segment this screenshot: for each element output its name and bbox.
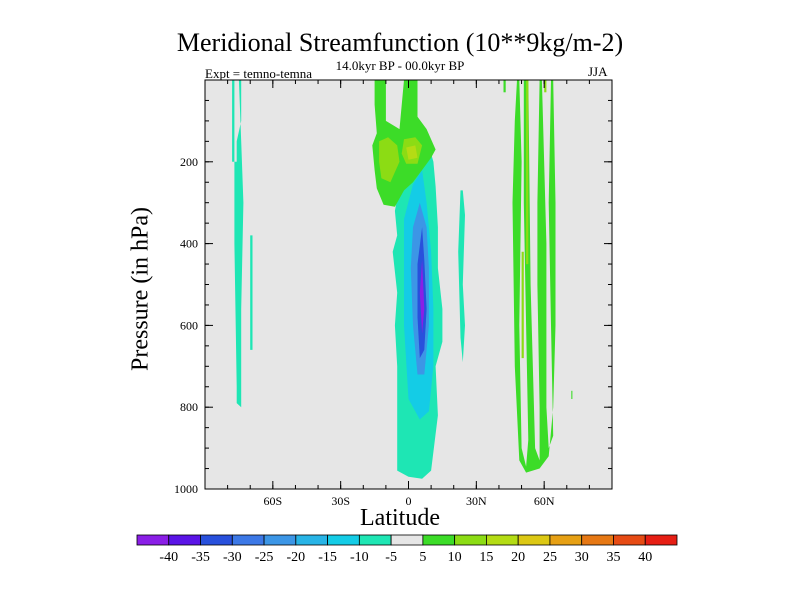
y-tick-label: 600 (180, 318, 198, 332)
y-tick-label: 400 (180, 237, 198, 251)
colorbar-label: -5 (385, 550, 397, 565)
colorbar-label: -10 (350, 550, 369, 565)
contour-pos-right-strip-b (512, 80, 556, 473)
colorbar-label: -15 (318, 550, 337, 565)
contour-pos-upper-20 (406, 145, 418, 160)
contour-pos-right-15 (526, 80, 529, 265)
colorbar-swatch (358, 534, 392, 546)
season-label: JJA (588, 64, 608, 79)
colorbar-label: -30 (223, 550, 242, 565)
colorbar-swatch (644, 534, 678, 546)
colorbar-label: 40 (638, 550, 652, 565)
contour-neg-main-40 (419, 260, 425, 334)
x-axis-label: Latitude (360, 505, 440, 531)
colorbar-swatch (581, 534, 614, 546)
x-tick-label: 0 (406, 494, 412, 508)
colorbar-label: -25 (255, 550, 274, 565)
colorbar-swatch (136, 534, 170, 546)
y-tick-label: 800 (180, 400, 198, 414)
chart-title: Meridional Streamfunction (10**9kg/m-2) (176, 28, 624, 57)
colorbar-label: 25 (543, 550, 557, 565)
colorbar-label: 30 (575, 550, 589, 565)
contour-pos-right-dot (571, 390, 573, 399)
contour-pos-right-15b (521, 251, 524, 359)
colorbar-swatch (295, 534, 328, 546)
colorbar-label: 15 (479, 550, 493, 565)
x-tick-label: 60N (534, 494, 555, 508)
contour-neg-mid-right (458, 190, 465, 363)
colorbar-swatch (549, 534, 583, 546)
y-tick-label: 200 (180, 155, 198, 169)
colorbar-label: 5 (419, 550, 426, 565)
experiment-label: Expt = temno-temna (205, 66, 312, 81)
colorbar-swatch (486, 534, 519, 546)
contour-pos-upper-15 (379, 137, 400, 183)
colorbar-swatch (168, 534, 201, 546)
colorbar-swatch (200, 534, 233, 546)
contour-pos-right-strip-a (503, 80, 506, 93)
colorbar-swatch (327, 534, 360, 546)
contour-neg-left-column (232, 80, 244, 408)
colorbar-swatch (454, 534, 487, 546)
chart-subtitle: 14.0kyr BP - 00.0kyr BP (335, 58, 465, 73)
x-tick-label: 30S (331, 494, 350, 508)
colorbar-label: 10 (448, 550, 462, 565)
colorbar-swatch (613, 534, 646, 546)
x-tick-label: 30N (466, 494, 487, 508)
contour-pos-right-15c (544, 80, 547, 93)
colorbar-label: -40 (159, 550, 178, 565)
colorbar-swatch (390, 534, 424, 546)
y-tick-label: 1000 (174, 482, 198, 496)
colorbar-label: 35 (606, 550, 620, 565)
colorbar-swatch (422, 534, 456, 546)
colorbar-label: 20 (511, 550, 525, 565)
colorbar-swatch (263, 534, 297, 546)
colorbar-label: -35 (191, 550, 210, 565)
colorbar-swatch (231, 534, 265, 546)
x-tick-label: 60S (263, 494, 282, 508)
contour-neg-left-strip (250, 235, 253, 350)
colorbar-label: -20 (286, 550, 305, 565)
colorbar-swatch (517, 534, 551, 546)
